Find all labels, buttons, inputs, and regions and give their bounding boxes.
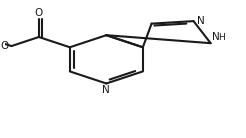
Text: O: O bbox=[1, 41, 9, 51]
Text: N: N bbox=[103, 85, 110, 95]
Text: N: N bbox=[212, 32, 220, 43]
Text: H: H bbox=[219, 34, 225, 43]
Text: N: N bbox=[197, 16, 205, 26]
Text: O: O bbox=[35, 7, 43, 18]
